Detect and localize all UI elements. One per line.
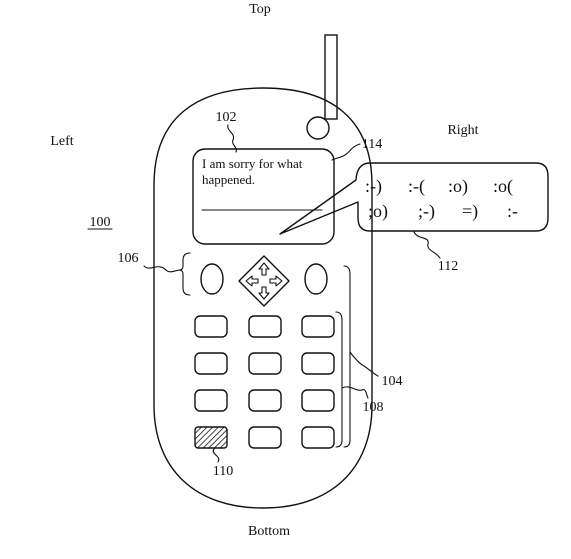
ref-114-leader <box>331 143 361 161</box>
ref-110-label: 110 <box>213 464 233 479</box>
display-screen <box>192 148 335 245</box>
left-soft-key[interactable] <box>200 263 224 295</box>
earpiece-icon <box>306 116 330 140</box>
emoticon-option[interactable]: :-( <box>408 176 425 197</box>
ref-114-label: 114 <box>362 137 382 152</box>
ref-108-leader <box>341 386 369 399</box>
ref-108-label: 108 <box>363 400 384 415</box>
ref-104-bracket <box>343 265 351 448</box>
emoticon-row-1: :-) :-( :o) :o( <box>365 176 513 197</box>
screen-message-line-2: happened. <box>202 172 255 187</box>
emoticon-option[interactable]: :- <box>507 201 518 221</box>
keypad-key[interactable] <box>194 389 228 412</box>
antenna-icon <box>324 34 338 120</box>
ref-112-leader <box>413 231 441 259</box>
ref-104-label: 104 <box>382 374 403 389</box>
screen-message-line-1: I am sorry for what <box>202 156 303 171</box>
ref-110-leader <box>212 448 220 463</box>
keypad-key[interactable] <box>194 352 228 375</box>
right-soft-key[interactable] <box>304 263 328 295</box>
emoticon-option[interactable]: :o( <box>493 176 513 197</box>
label-bottom: Bottom <box>248 524 290 539</box>
keypad <box>194 315 335 449</box>
keypad-key[interactable] <box>301 315 335 338</box>
label-left: Left <box>50 134 73 149</box>
ref-112-label: 112 <box>438 259 458 274</box>
ref-106-label: 106 <box>118 251 139 266</box>
ref-108-bracket <box>335 311 343 448</box>
emoticon-option[interactable]: ;o) <box>368 201 388 222</box>
ref-104-leader <box>349 351 379 377</box>
emoticon-option[interactable]: :o) <box>448 176 468 197</box>
keypad-key[interactable] <box>194 315 228 338</box>
label-top: Top <box>249 2 271 17</box>
keypad-key[interactable] <box>248 426 282 449</box>
emoticon-option[interactable]: =) <box>462 201 478 222</box>
keypad-key[interactable] <box>248 389 282 412</box>
hatched-key-icon[interactable] <box>194 426 228 449</box>
phone-body <box>153 87 373 509</box>
ref-106-leader <box>143 265 181 273</box>
four-way-arrow-icon[interactable] <box>238 255 290 307</box>
ref-106-brace <box>178 252 191 296</box>
ref-100-label: 100 <box>90 215 111 230</box>
keypad-key[interactable] <box>248 315 282 338</box>
emoticon-option[interactable]: :-) <box>365 176 382 197</box>
keypad-key[interactable] <box>301 426 335 449</box>
keypad-key[interactable] <box>248 352 282 375</box>
keypad-key[interactable] <box>301 389 335 412</box>
ref-102-label: 102 <box>216 110 237 125</box>
emoticon-row-2: ;o) ;-) =) :- <box>368 201 518 222</box>
emoticon-popup <box>279 162 549 235</box>
keypad-key[interactable] <box>301 352 335 375</box>
label-right: Right <box>447 123 478 138</box>
emoticon-option[interactable]: ;-) <box>418 201 435 222</box>
ref-102-leader <box>227 124 237 153</box>
